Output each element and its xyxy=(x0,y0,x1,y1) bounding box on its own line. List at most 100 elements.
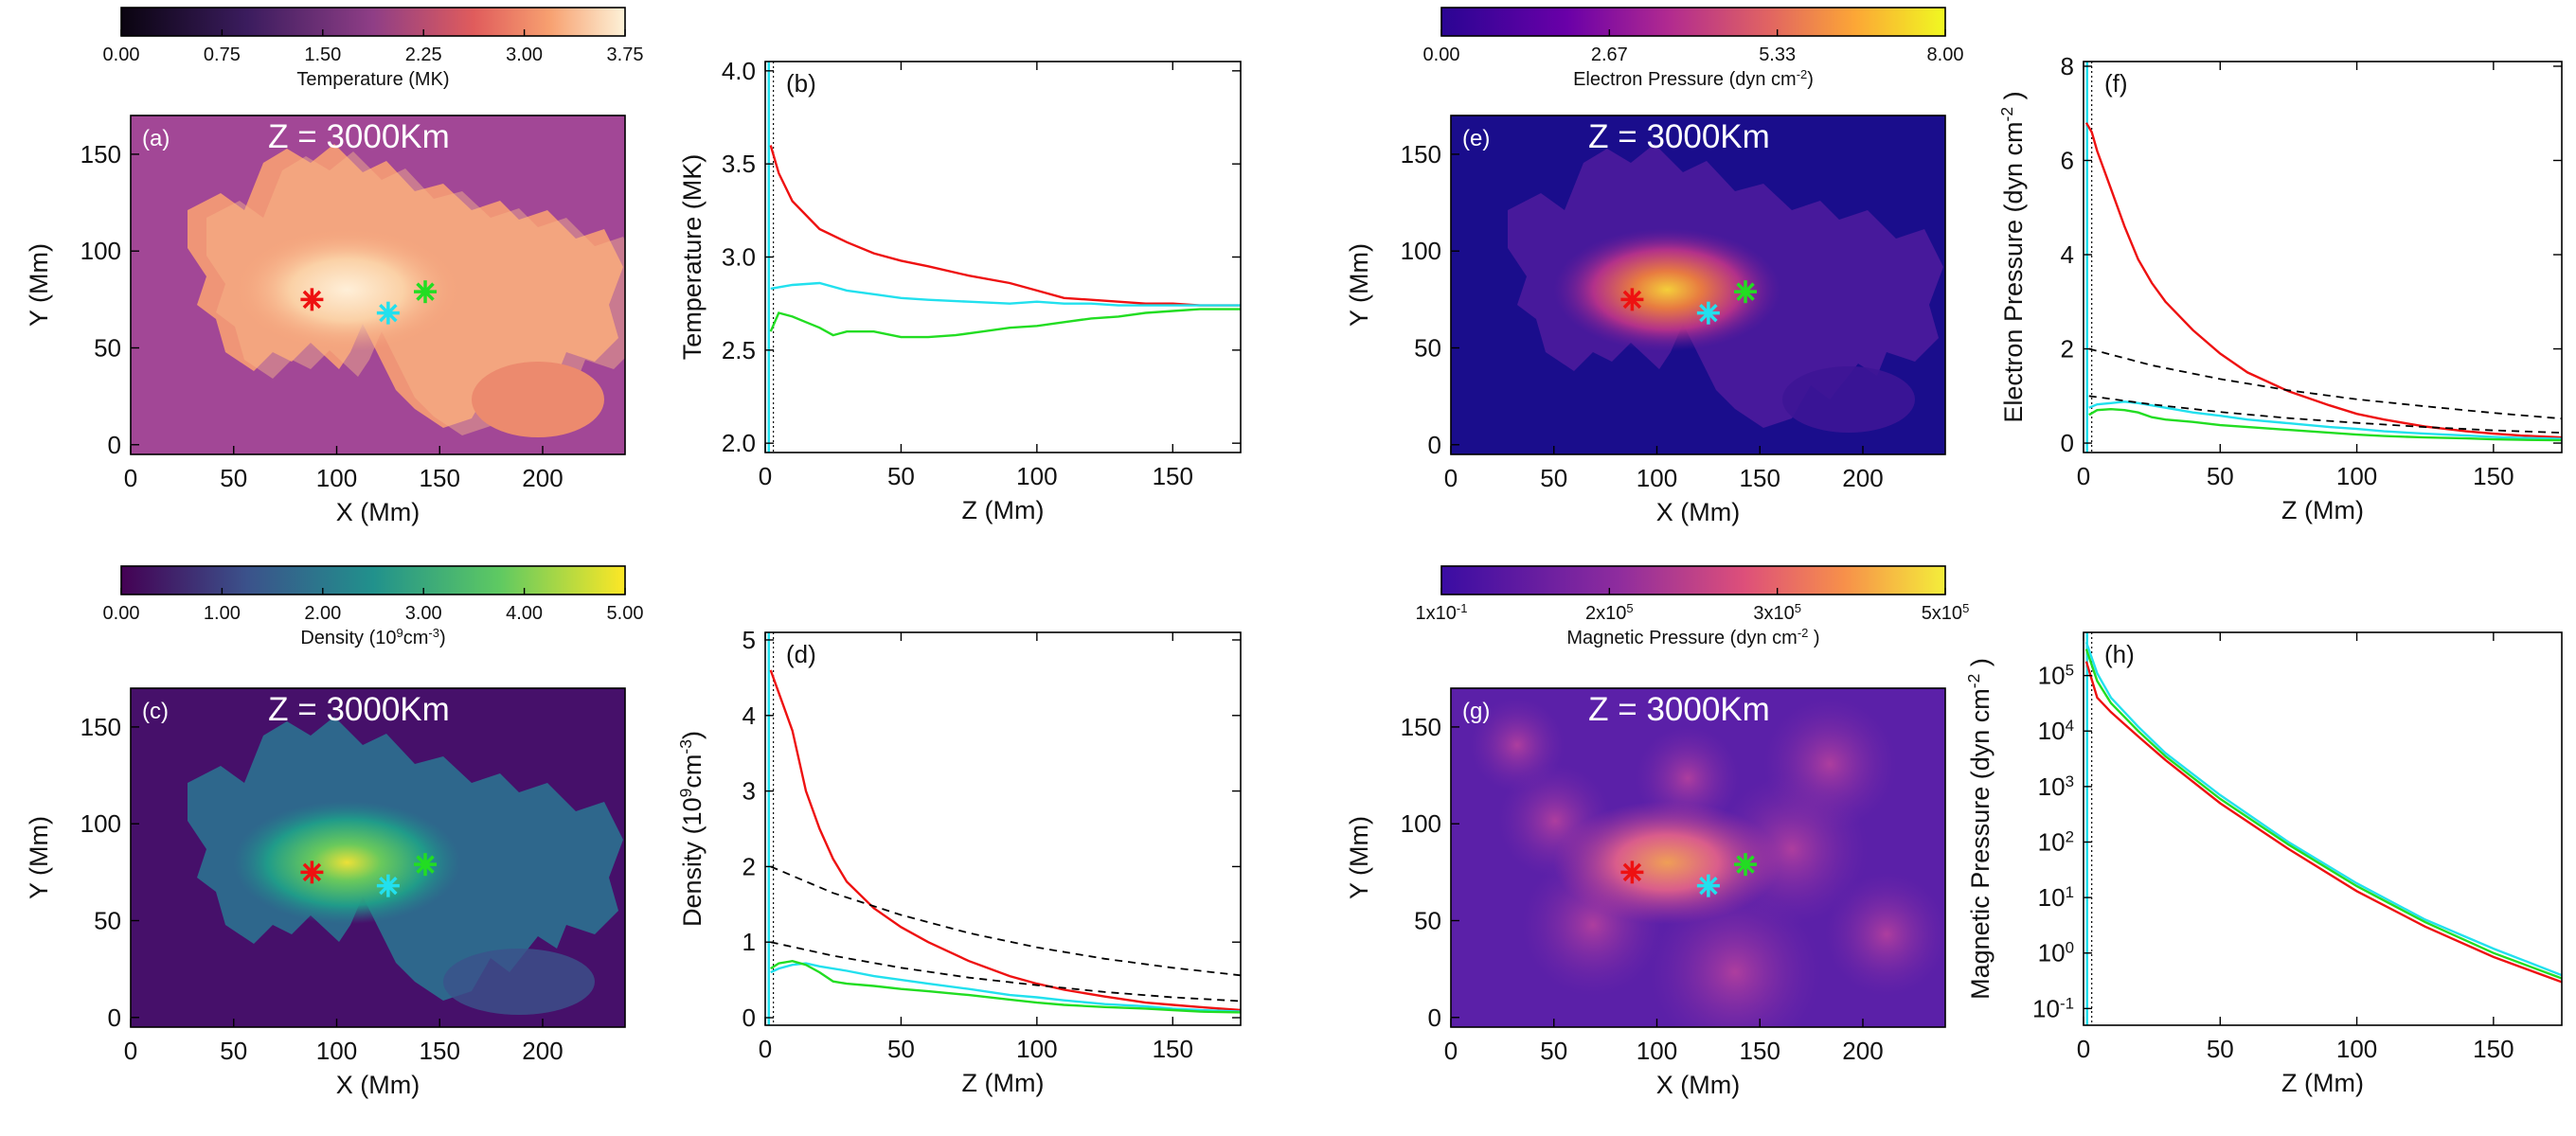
colorbar-g: 1x10-1 2x105 3x105 5x105 Magnetic Pressure (… xyxy=(1416,565,1969,649)
y-tick-label: 50 xyxy=(94,906,121,934)
x-axis-label: X (Mm) xyxy=(336,1071,420,1099)
colorbar-label: Electron Pressure (dyn cm-2) xyxy=(1573,67,1814,91)
colorbar-e: 0.00 2.67 5.33 8.00 Electron Pressure (dyn c… xyxy=(1423,7,1964,91)
colorbar-tick-label: 0.75 xyxy=(204,44,241,65)
colorbar-tick-label: 3.75 xyxy=(607,44,644,65)
x-tick-label: 50 xyxy=(887,1035,915,1063)
y-tick-label: 5 xyxy=(742,626,756,654)
series-red xyxy=(769,669,1241,1012)
x-tick-label: 200 xyxy=(1842,1037,1883,1065)
series-dashed-upper xyxy=(770,865,1241,977)
y-tick-label: 2.0 xyxy=(722,429,756,457)
marker-red xyxy=(1620,288,1644,311)
marker-cyan xyxy=(376,301,400,325)
map-title: Z = 3000Km xyxy=(268,691,450,728)
panel-label: (a) xyxy=(142,126,170,151)
colorbar-gradient xyxy=(1441,8,1945,36)
marker-stroke xyxy=(302,862,322,882)
marker-stroke xyxy=(379,303,398,323)
y-tick-label: 50 xyxy=(94,333,121,362)
y-tick-label: 100 xyxy=(80,237,121,265)
colorbar-tick-label: 1.00 xyxy=(204,603,241,624)
y-axis-label: Electron Pressure (dyn cm-2 ) xyxy=(1997,91,2028,422)
marker-stroke xyxy=(1622,290,1642,310)
colorbar-tick-label: 0.00 xyxy=(103,44,140,65)
map-frame xyxy=(1450,115,1946,455)
marker-red xyxy=(1620,861,1644,884)
profile-frame xyxy=(2083,631,2563,1026)
y-axis-label: Y (Mm) xyxy=(25,816,53,899)
colorbar-tick-label: 3.00 xyxy=(405,603,442,624)
map-region-patch xyxy=(1782,366,1915,433)
x-tick-label: 100 xyxy=(316,1037,357,1065)
marker-green xyxy=(414,853,438,877)
marker-cyan xyxy=(376,874,400,897)
marker-stroke xyxy=(1622,862,1642,882)
profile-panel-d: 0 50 100 150 0 1 2 3 4 5 Z (Mm) Density (109cm-3) (d… xyxy=(676,626,1242,1097)
y-tick-label: 3.0 xyxy=(722,243,756,272)
map-image xyxy=(131,688,625,1027)
x-tick-label: 50 xyxy=(1540,464,1567,492)
colorbar-tick-label: 1.50 xyxy=(304,44,341,65)
colorbar-label: Magnetic Pressure (dyn cm-2 ) xyxy=(1566,626,1819,649)
y-axis-label: Y (Mm) xyxy=(1345,243,1373,327)
panel-label: (b) xyxy=(786,69,816,98)
map-title: Z = 3000Km xyxy=(268,118,450,155)
map-region-patch xyxy=(472,362,604,437)
plot-area xyxy=(767,632,1241,1025)
x-tick-label: 150 xyxy=(420,464,460,492)
y-tick-label: 150 xyxy=(1401,140,1441,169)
series-red xyxy=(769,145,1241,307)
map-blob xyxy=(1825,873,1945,996)
colorbar-tick-label: 0.00 xyxy=(103,603,140,624)
colorbar-tick-label: 2.25 xyxy=(405,44,442,65)
y-axis-label: Temperature (MK) xyxy=(678,154,707,361)
x-tick-label: 0 xyxy=(2077,462,2090,490)
series-green xyxy=(770,959,1241,1014)
y-tick-label: 1 xyxy=(742,928,756,956)
marker-stroke xyxy=(302,290,322,310)
series-green xyxy=(2084,648,2562,980)
x-tick-label: 0 xyxy=(759,1035,772,1063)
plot-area xyxy=(2084,62,2562,453)
series-green xyxy=(769,308,1241,339)
x-tick-label: 150 xyxy=(1153,1035,1193,1063)
colorbar-tick-label: 2.67 xyxy=(1591,44,1628,65)
x-axis-label: Z (Mm) xyxy=(962,496,1045,524)
panel-label: (d) xyxy=(786,640,816,668)
map-frame xyxy=(130,115,626,455)
series-dashed-upper xyxy=(2088,347,2562,420)
colorbar-tick-label: 8.00 xyxy=(1927,44,1964,65)
series-red xyxy=(2084,122,2562,439)
map-image xyxy=(1451,688,1945,1027)
map-hotspot xyxy=(233,228,461,352)
colorbar-frame xyxy=(1440,7,1946,37)
plot-area xyxy=(2084,632,2562,1025)
x-tick-label: 150 xyxy=(1740,464,1780,492)
x-tick-label: 0 xyxy=(124,1037,137,1065)
profile-frame xyxy=(764,61,1242,453)
colorbar-a: 0.00 0.75 1.50 2.25 3.00 3.75 Temperature (MK) xyxy=(103,7,644,90)
x-axis-label: Z (Mm) xyxy=(2281,1069,2364,1097)
profile-frame xyxy=(2083,61,2563,453)
y-tick-label: 2 xyxy=(742,852,756,880)
y-tick-label: 4.0 xyxy=(722,57,756,85)
y-tick-label: 2.5 xyxy=(722,336,756,364)
marker-stroke xyxy=(1736,282,1755,301)
panel-label: (h) xyxy=(2104,640,2135,668)
series-green xyxy=(2088,407,2562,442)
y-tick-label: 6 xyxy=(2061,146,2074,174)
panel-label: (g) xyxy=(1462,699,1490,724)
colorbar-gradient xyxy=(121,8,625,36)
y-axis-label: Y (Mm) xyxy=(25,243,53,327)
y-tick-label: 102 xyxy=(2038,827,2074,857)
x-tick-label: 150 xyxy=(420,1037,460,1065)
y-tick-label: 8 xyxy=(2061,52,2074,80)
x-tick-label: 100 xyxy=(1637,464,1677,492)
map-hotspot xyxy=(233,801,461,925)
profile-panel-f: 0 50 100 150 0 2 4 6 8 Z (Mm) Electron Pressure (d… xyxy=(1997,52,2563,524)
map-title: Z = 3000Km xyxy=(1588,118,1770,155)
x-tick-label: 150 xyxy=(1153,462,1193,490)
